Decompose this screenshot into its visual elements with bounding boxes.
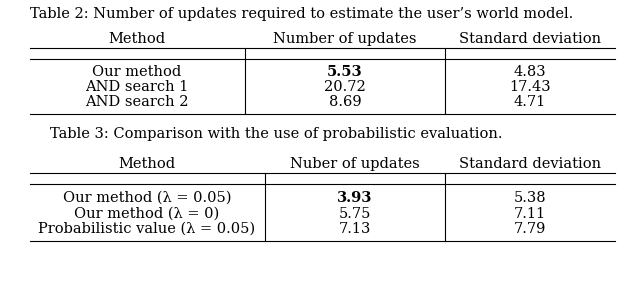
Text: 4.71: 4.71: [514, 95, 546, 109]
Text: Method: Method: [108, 32, 166, 46]
Text: 17.43: 17.43: [509, 80, 551, 94]
Text: 7.79: 7.79: [514, 222, 546, 236]
Text: AND search 2: AND search 2: [85, 95, 189, 109]
Text: 8.69: 8.69: [329, 95, 362, 109]
Text: Standard deviation: Standard deviation: [459, 32, 601, 46]
Text: AND search 1: AND search 1: [85, 80, 189, 94]
Text: 4.83: 4.83: [514, 65, 547, 79]
Text: Probabilistic value (λ = 0.05): Probabilistic value (λ = 0.05): [38, 222, 255, 236]
Text: 20.72: 20.72: [324, 80, 366, 94]
Text: Table 2: Number of updates required to estimate the user’s world model.: Table 2: Number of updates required to e…: [30, 7, 573, 21]
Text: 5.53: 5.53: [327, 65, 363, 79]
Text: 5.38: 5.38: [514, 191, 547, 205]
Text: Our method (λ = 0): Our method (λ = 0): [74, 207, 220, 221]
Text: 7.13: 7.13: [339, 222, 371, 236]
Text: Nuber of updates: Nuber of updates: [290, 157, 420, 171]
Text: Number of updates: Number of updates: [273, 32, 417, 46]
Text: Our method (λ = 0.05): Our method (λ = 0.05): [63, 191, 231, 205]
Text: Method: Method: [118, 157, 175, 171]
Text: Table 3: Comparison with the use of probabilistic evaluation.: Table 3: Comparison with the use of prob…: [50, 127, 502, 141]
Text: Standard deviation: Standard deviation: [459, 157, 601, 171]
Text: 5.75: 5.75: [339, 207, 371, 221]
Text: 3.93: 3.93: [337, 191, 372, 205]
Text: 7.11: 7.11: [514, 207, 546, 221]
Text: Our method: Our method: [92, 65, 182, 79]
